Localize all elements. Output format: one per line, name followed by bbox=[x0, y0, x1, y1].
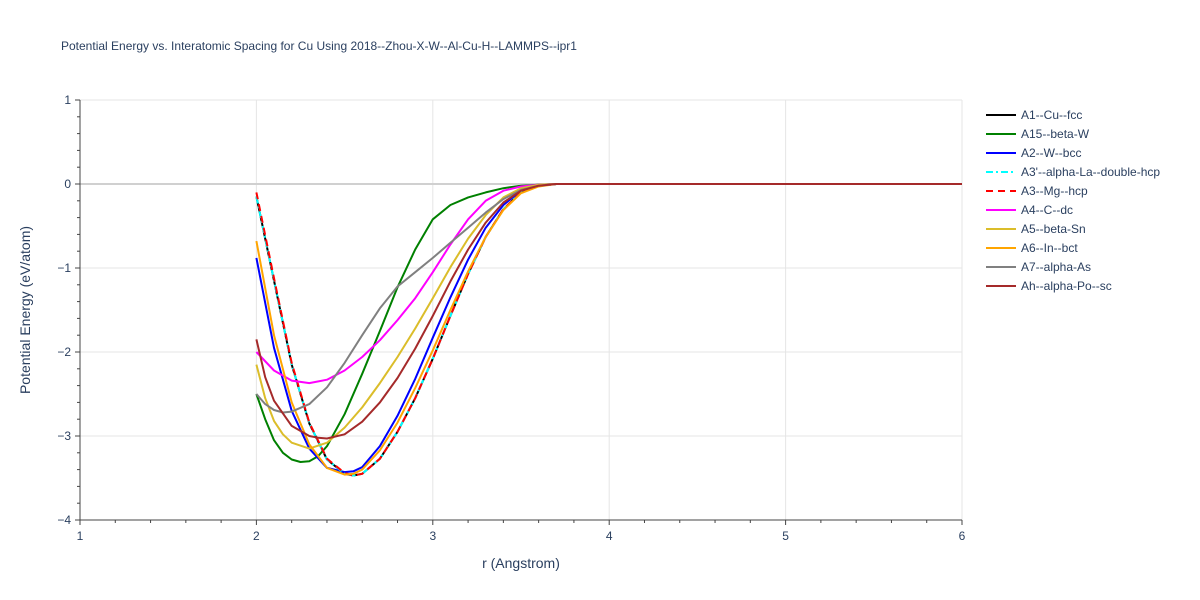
x-tick-label: 5 bbox=[782, 529, 789, 543]
x-tick-label: 6 bbox=[959, 529, 966, 543]
y-tick-label: −3 bbox=[57, 429, 71, 443]
legend-label-2: A2--W--bcc bbox=[1021, 146, 1081, 160]
x-tick-label: 4 bbox=[606, 529, 613, 543]
y-tick-label: −4 bbox=[57, 513, 71, 527]
x-tick-label: 2 bbox=[253, 529, 260, 543]
legend: A1--Cu--fcc A15--beta-W A2--W--bcc A3'--alp… bbox=[986, 108, 1160, 293]
grid bbox=[80, 99, 963, 520]
series-line-9 bbox=[255, 183, 962, 440]
legend-label-4: A3--Mg--hcp bbox=[1021, 184, 1088, 198]
legend-label-0: A1--Cu--fcc bbox=[1021, 108, 1082, 122]
legend-label-7: A6--In--bct bbox=[1021, 241, 1078, 255]
y-tick-label: −2 bbox=[57, 345, 71, 359]
series-line-3 bbox=[255, 183, 962, 477]
legend-label-1: A15--beta-W bbox=[1021, 127, 1090, 141]
x-axis-title: r (Angstrom) bbox=[482, 555, 560, 571]
chart-title: Potential Energy vs. Interatomic Spacing… bbox=[61, 39, 577, 53]
legend-label-5: A4--C--dc bbox=[1021, 203, 1073, 217]
y-tick-label: −1 bbox=[57, 261, 71, 275]
series-lines bbox=[255, 183, 962, 477]
legend-label-8: A7--alpha-As bbox=[1021, 260, 1091, 274]
legend-label-3: A3'--alpha-La--double-hcp bbox=[1021, 165, 1160, 179]
y-tick-label: 1 bbox=[64, 93, 71, 107]
axes bbox=[75, 99, 963, 525]
legend-label-9: Ah--alpha-Po--sc bbox=[1021, 279, 1112, 293]
x-tick-label: 1 bbox=[77, 529, 84, 543]
tick-labels: 1 2 3 4 5 6 1 0 −1 −2 −3 −4 bbox=[57, 93, 965, 543]
y-tick-label: 0 bbox=[64, 177, 71, 191]
x-tick-label: 3 bbox=[429, 529, 436, 543]
legend-label-6: A5--beta-Sn bbox=[1021, 222, 1086, 236]
y-axis-title: Potential Energy (eV/atom) bbox=[17, 226, 33, 394]
